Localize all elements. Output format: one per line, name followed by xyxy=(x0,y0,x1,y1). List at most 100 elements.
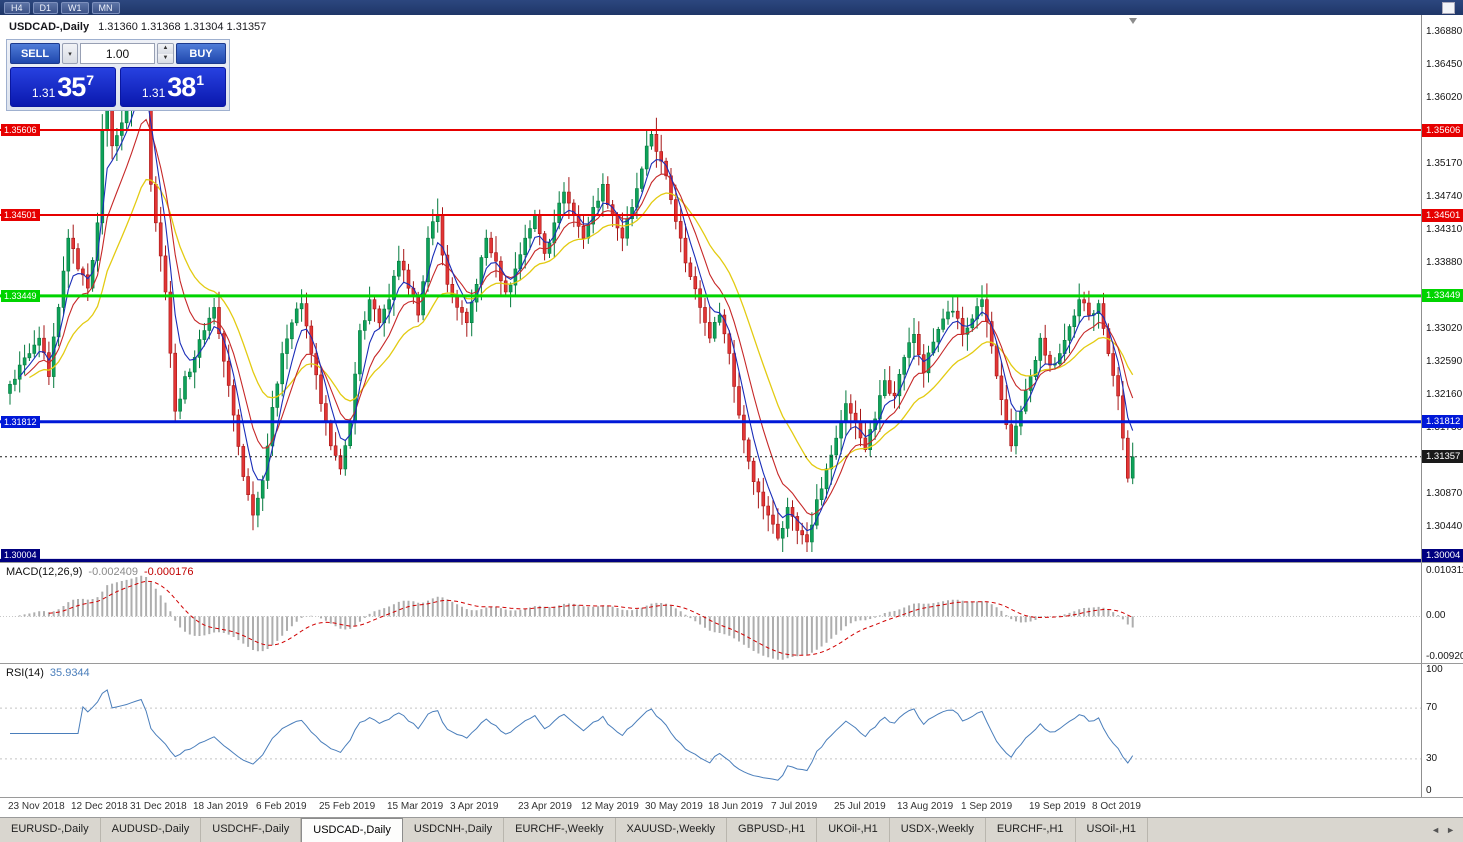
date-label: 23 Nov 2018 xyxy=(8,801,65,812)
chart-tab[interactable]: USOil-,H1 xyxy=(1076,818,1149,842)
sell-price-prefix: 1.31 xyxy=(31,86,56,100)
macd-name: MACD(12,26,9) xyxy=(6,566,83,578)
tab-scroll-left-icon[interactable]: ◄ xyxy=(1431,825,1441,835)
chart-tab[interactable]: USDCAD-,Daily xyxy=(301,818,403,842)
date-label: 23 Apr 2019 xyxy=(518,801,572,812)
period-button-h4[interactable]: H4 xyxy=(4,1,30,14)
chevron-down-icon: ▾ xyxy=(68,50,72,58)
price-axis-tick: 1.30440 xyxy=(1426,521,1463,533)
macd-panel[interactable]: MACD(12,26,9) -0.002409 -0.000176 xyxy=(0,563,1421,663)
date-label: 18 Jan 2019 xyxy=(193,801,249,812)
macd-value-signal: -0.000176 xyxy=(143,566,194,578)
date-label: 25 Jul 2019 xyxy=(834,801,886,812)
macd-axis-tick: 0.010311 xyxy=(1426,565,1463,576)
chart-tab[interactable]: USDX-,Weekly xyxy=(890,818,986,842)
rsi-panel[interactable]: RSI(14) 35.9344 xyxy=(0,664,1421,797)
sell-price-display[interactable]: 1.31 35 7 xyxy=(10,67,116,107)
rsi-axis-tick: 0 xyxy=(1426,785,1432,796)
panel-separator[interactable] xyxy=(0,562,1463,563)
price-axis-tick: 1.30870 xyxy=(1426,488,1463,500)
stepper-down-icon[interactable]: ▼ xyxy=(158,53,173,63)
tab-scroll-controls: ◄ ► xyxy=(1423,818,1463,842)
price-chart[interactable]: USDCAD-,Daily 1.31360 1.31368 1.31304 1.3… xyxy=(0,15,1421,562)
time-axis: 23 Nov 2018 12 Dec 2018 31 Dec 2018 18 Jan … xyxy=(0,798,1463,817)
price-axis-tick: 1.32590 xyxy=(1426,356,1463,367)
date-label: 31 Dec 2018 xyxy=(130,801,187,812)
date-label: 19 Sep 2019 xyxy=(1029,801,1086,812)
hline-label: 1.31812 xyxy=(1,415,40,428)
date-label: 15 Mar 2019 xyxy=(387,801,444,812)
chart-tab[interactable]: AUDUSD-,Daily xyxy=(101,818,202,842)
price-axis-tick: 1.35170 xyxy=(1426,157,1463,169)
volume-stepper[interactable]: ▲ ▼ xyxy=(157,43,174,64)
date-label: 1 Sep 2019 xyxy=(961,801,1013,812)
chart-shift-marker-icon[interactable] xyxy=(1129,18,1137,24)
stepper-up-icon[interactable]: ▲ xyxy=(158,44,173,54)
date-label: 7 Jul 2019 xyxy=(771,801,818,812)
volume-input[interactable]: 1.00 xyxy=(80,43,155,64)
window-control[interactable] xyxy=(1442,2,1455,14)
sell-button[interactable]: SELL xyxy=(10,43,60,64)
tab-scroll-right-icon[interactable]: ► xyxy=(1446,825,1455,835)
price-axis-tick: 1.33020 xyxy=(1426,322,1463,334)
hline-label: 1.30004 xyxy=(1,549,40,561)
volume-dropdown-button[interactable]: ▾ xyxy=(62,43,78,64)
macd-svg xyxy=(0,575,1421,660)
price-axis: 1.36880 1.36450 1.36020 1.35170 1.34740 1.343… xyxy=(1421,15,1463,562)
buy-price-prefix: 1.31 xyxy=(141,86,166,100)
chart-tab[interactable]: USDCNH-,Daily xyxy=(403,818,505,842)
rsi-axis: 100 70 30 0 xyxy=(1421,664,1463,797)
ohlc-values: 1.31360 1.31368 1.31304 1.31357 xyxy=(98,21,267,33)
price-axis-tick: 1.34310 xyxy=(1426,223,1463,235)
price-axis-tick: 1.34740 xyxy=(1426,190,1463,202)
symbol-title: USDCAD-,Daily xyxy=(9,21,90,33)
date-label: 3 Apr 2019 xyxy=(450,801,499,812)
macd-axis-tick: 0.00 xyxy=(1426,610,1446,622)
price-axis-tick: 1.36880 xyxy=(1426,26,1463,37)
hline-label: 1.33449 xyxy=(1,289,40,302)
date-label: 12 May 2019 xyxy=(581,801,639,812)
buy-price-point: 1 xyxy=(196,72,205,88)
hline-label: 1.34501 xyxy=(1,209,40,221)
chart-tabs-bar: EURUSD-,Daily AUDUSD-,Daily USDCHF-,Daily U… xyxy=(0,817,1463,842)
sell-price-pips: 35 xyxy=(57,71,86,102)
buy-price-display[interactable]: 1.31 38 1 xyxy=(120,67,226,107)
chart-tab[interactable]: GBPUSD-,H1 xyxy=(727,818,818,842)
chart-tab[interactable]: XAUUSD-,Weekly xyxy=(616,818,727,842)
chart-tab[interactable]: USDCHF-,Daily xyxy=(201,818,302,842)
period-buttons: H4 D1 W1 MN xyxy=(0,1,120,14)
price-axis-tick: 1.33880 xyxy=(1426,256,1463,268)
rsi-axis-tick: 30 xyxy=(1426,752,1438,764)
chart-tab[interactable]: UKOil-,H1 xyxy=(817,818,890,842)
rsi-label: RSI(14) 35.9344 xyxy=(6,667,90,679)
rsi-axis-tick: 100 xyxy=(1426,664,1443,675)
chart-title: USDCAD-,Daily 1.31360 1.31368 1.31304 1.3… xyxy=(9,21,266,33)
date-label: 13 Aug 2019 xyxy=(897,801,954,812)
price-badge: 1.31812 xyxy=(1422,415,1463,429)
date-label: 8 Oct 2019 xyxy=(1092,801,1141,812)
chart-tab[interactable]: EURUSD-,Daily xyxy=(0,818,101,842)
macd-value-main: -0.002409 xyxy=(88,566,138,578)
price-badge: 1.33449 xyxy=(1422,289,1463,303)
volume-value: 1.00 xyxy=(105,46,130,61)
macd-label: MACD(12,26,9) -0.002409 -0.000176 xyxy=(6,566,194,578)
period-toolbar: H4 D1 W1 MN xyxy=(0,0,1463,15)
date-label: 6 Feb 2019 xyxy=(256,801,307,812)
panel-separator[interactable] xyxy=(0,663,1463,664)
period-button-w1[interactable]: W1 xyxy=(61,1,89,14)
period-button-mn[interactable]: MN xyxy=(91,1,120,14)
period-button-d1[interactable]: D1 xyxy=(32,1,59,14)
chart-tab[interactable]: EURCHF-,Weekly xyxy=(504,818,616,842)
chart-tab[interactable]: EURCHF-,H1 xyxy=(986,818,1076,842)
buy-price-pips: 38 xyxy=(167,71,196,102)
price-badge: 1.30004 xyxy=(1422,549,1463,562)
rsi-value: 35.9344 xyxy=(49,667,90,679)
rsi-axis-tick: 70 xyxy=(1426,702,1438,714)
buy-button[interactable]: BUY xyxy=(176,43,226,64)
price-badge: 1.34501 xyxy=(1422,208,1463,222)
price-badge: 1.35606 xyxy=(1422,123,1463,137)
rsi-svg xyxy=(0,689,1421,781)
hline-label: 1.35606 xyxy=(1,124,40,136)
price-axis-tick: 1.36450 xyxy=(1426,59,1463,71)
